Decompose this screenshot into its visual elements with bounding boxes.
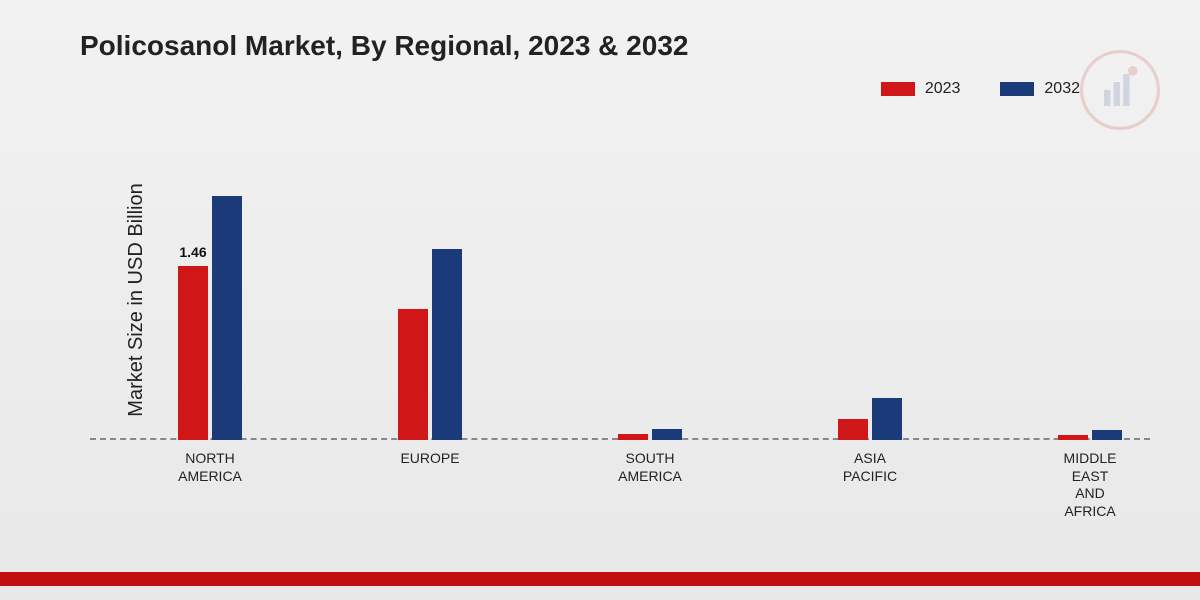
- bar-group: [618, 429, 682, 440]
- legend-item-2032: 2032: [1000, 80, 1080, 98]
- legend: 2023 2032: [881, 80, 1080, 98]
- x-axis-label: NORTH AMERICA: [178, 450, 242, 485]
- legend-swatch-2032: [1000, 82, 1034, 96]
- bar-group: [178, 196, 242, 440]
- bar: [618, 434, 648, 440]
- plot-area: 1.46: [90, 130, 1150, 440]
- x-axis-label: MIDDLE EAST AND AFRICA: [1064, 450, 1117, 520]
- bar: [398, 309, 428, 440]
- watermark-logo-icon: [1080, 50, 1160, 130]
- x-axis-label: EUROPE: [400, 450, 459, 468]
- bar: [1058, 435, 1088, 440]
- bar-group: [398, 249, 462, 440]
- legend-label-2023: 2023: [925, 80, 961, 98]
- bar: [178, 266, 208, 440]
- x-axis: NORTH AMERICA EUROPE SOUTH AMERICA ASIA PAC…: [90, 444, 1150, 524]
- legend-swatch-2023: [881, 82, 915, 96]
- bar: [838, 419, 868, 440]
- bar-group: [1058, 430, 1122, 440]
- legend-item-2023: 2023: [881, 80, 961, 98]
- bar-group: [838, 398, 902, 440]
- bar: [872, 398, 902, 440]
- legend-label-2032: 2032: [1044, 80, 1080, 98]
- x-axis-label: ASIA PACIFIC: [843, 450, 897, 485]
- bar: [212, 196, 242, 440]
- bar: [652, 429, 682, 440]
- x-axis-label: SOUTH AMERICA: [618, 450, 682, 485]
- footer-bar: [0, 572, 1200, 586]
- chart-title: Policosanol Market, By Regional, 2023 & …: [80, 30, 688, 62]
- bar: [1092, 430, 1122, 440]
- bar: [432, 249, 462, 440]
